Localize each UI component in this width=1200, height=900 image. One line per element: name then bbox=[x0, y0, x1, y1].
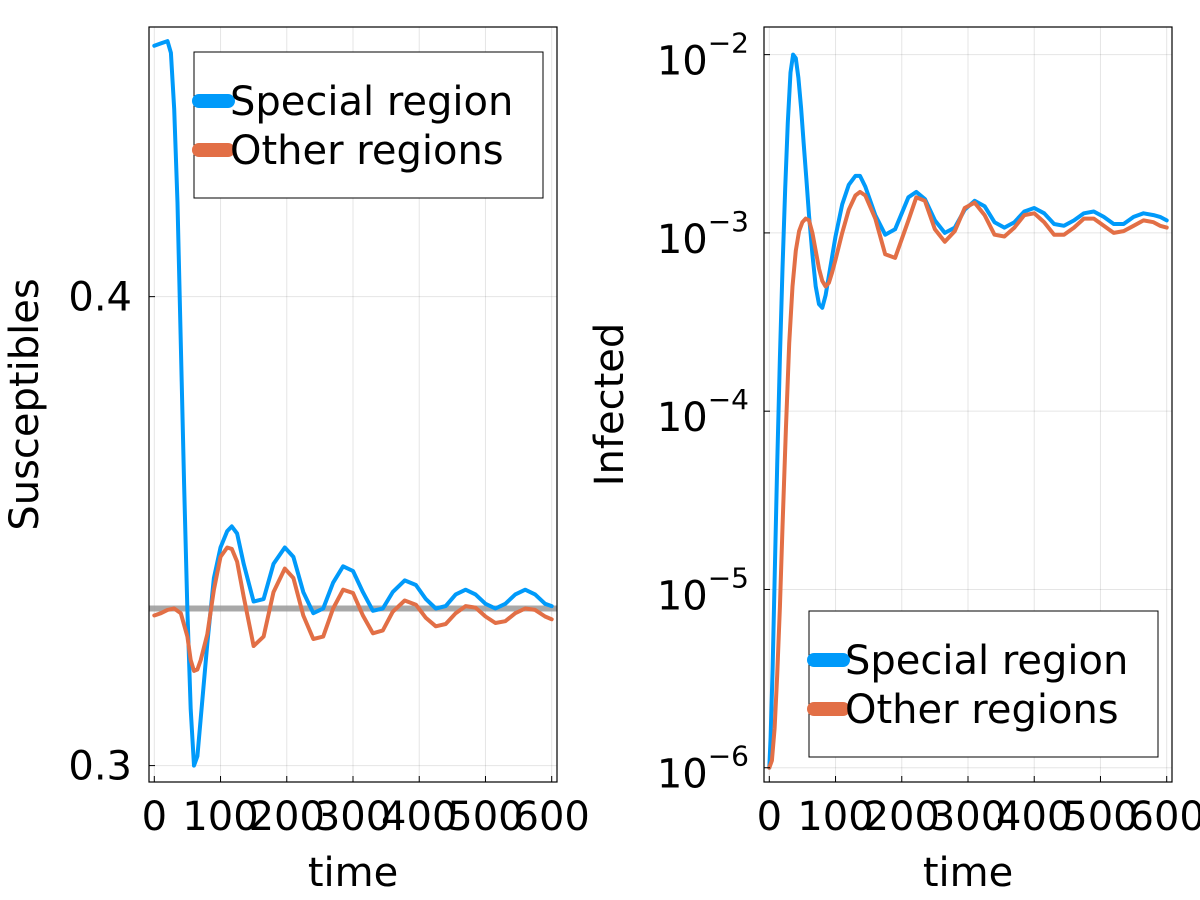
y-tick-label: 10−2 bbox=[657, 27, 749, 85]
y-axis-label: Infected bbox=[587, 323, 633, 487]
x-tick-label: 100 bbox=[182, 794, 258, 840]
y-tick-label: 0.4 bbox=[68, 275, 132, 321]
legend-box bbox=[193, 51, 544, 199]
x-tick-label: 0 bbox=[757, 794, 782, 840]
legend-box bbox=[808, 610, 1159, 758]
y-tick-label: 0.3 bbox=[68, 744, 132, 790]
y-tick-label: 10−3 bbox=[657, 205, 749, 263]
y-tick-label: 10−4 bbox=[657, 383, 749, 441]
x-tick-label: 200 bbox=[864, 794, 940, 840]
y-tick-label: 10−5 bbox=[657, 561, 749, 619]
y-axis-label: Susceptibles bbox=[2, 278, 48, 530]
legend-label-1: Special region bbox=[230, 79, 513, 125]
series-line-2 bbox=[152, 545, 554, 673]
series-line-1 bbox=[767, 52, 1169, 770]
series-line-2 bbox=[767, 189, 1169, 770]
x-tick-label: 500 bbox=[1062, 794, 1138, 840]
x-tick-label: 300 bbox=[315, 794, 391, 840]
x-tick-label: 100 bbox=[797, 794, 873, 840]
legend-label-1: Special region bbox=[845, 638, 1128, 684]
y-tick-label: 10−6 bbox=[657, 740, 749, 798]
x-tick-label: 600 bbox=[514, 794, 590, 840]
x-tick-label: 500 bbox=[447, 794, 523, 840]
x-tick-label: 0 bbox=[142, 794, 167, 840]
x-axis-label: time bbox=[923, 850, 1013, 896]
x-axis-label: time bbox=[308, 850, 398, 896]
legend-label-2: Other regions bbox=[845, 687, 1119, 733]
x-tick-label: 600 bbox=[1129, 794, 1200, 840]
x-tick-label: 400 bbox=[996, 794, 1072, 840]
legend-label-2: Other regions bbox=[230, 128, 504, 174]
x-tick-label: 200 bbox=[249, 794, 325, 840]
x-tick-label: 400 bbox=[381, 794, 457, 840]
x-tick-label: 300 bbox=[930, 794, 1006, 840]
